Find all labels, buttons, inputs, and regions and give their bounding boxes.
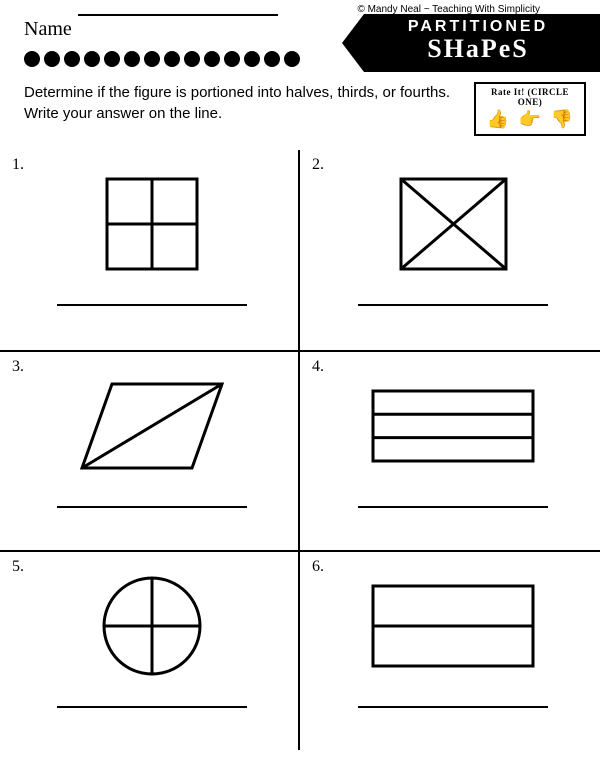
answer-line[interactable] [358, 706, 548, 708]
cell-number: 4. [312, 358, 324, 376]
answer-line[interactable] [57, 304, 247, 306]
shape-area [20, 566, 284, 686]
worksheet-cell: 5. [0, 552, 300, 750]
decorative-dot [244, 51, 260, 67]
decorative-dot [84, 51, 100, 67]
title-banner: PARTITIONED SHaPeS [342, 14, 600, 72]
cell-number: 1. [12, 156, 24, 174]
thumbs-up-icon[interactable]: 👍 [487, 109, 509, 130]
grid-row: 1. 2. [0, 150, 600, 350]
decorative-dot [204, 51, 220, 67]
name-input-line[interactable] [78, 14, 278, 16]
decorative-dot [64, 51, 80, 67]
cell-number: 6. [312, 558, 324, 576]
worksheet-cell: 4. [300, 352, 600, 550]
answer-line[interactable] [358, 506, 548, 508]
decorative-dot [284, 51, 300, 67]
worksheet-cell: 6. [300, 552, 600, 750]
answer-line[interactable] [57, 506, 247, 508]
square-x-shape [396, 174, 511, 274]
instruction-row: Determine if the figure is portioned int… [0, 72, 600, 136]
title-line2: SHaPeS [364, 36, 592, 62]
rate-icons: 👍 👉 👎 [482, 107, 578, 130]
instructions-text: Determine if the figure is portioned int… [24, 82, 464, 136]
copyright-text: © Mandy Neal ~ Teaching With Simplicity [357, 4, 540, 15]
thumbs-side-icon[interactable]: 👉 [519, 109, 541, 130]
answer-line[interactable] [358, 304, 548, 306]
grid-row: 3. 4. [0, 350, 600, 550]
square-fourths-shape [102, 174, 202, 274]
decorative-dot [264, 51, 280, 67]
decorative-dot [104, 51, 120, 67]
shape-area [320, 566, 586, 686]
answer-line[interactable] [57, 706, 247, 708]
rectangle-thirds-shape [368, 386, 538, 466]
cell-number: 3. [12, 358, 24, 376]
decorative-dot [124, 51, 140, 67]
cell-number: 5. [12, 558, 24, 576]
decorative-dot [224, 51, 240, 67]
name-label: Name [24, 18, 72, 41]
rectangle-halves-shape [368, 581, 538, 671]
decorative-dot [144, 51, 160, 67]
thumbs-down-icon[interactable]: 👎 [551, 109, 573, 130]
worksheet-grid: 1. 2. 3. 4. [0, 150, 600, 750]
circle-fourths-shape [97, 571, 207, 681]
worksheet-cell: 2. [300, 150, 600, 350]
parallelogram-halves-shape [77, 376, 227, 476]
shape-area [320, 366, 586, 486]
worksheet-cell: 3. [0, 352, 300, 550]
decorative-dot [164, 51, 180, 67]
shape-area [20, 366, 284, 486]
rate-title: Rate It! (CIRCLE ONE) [482, 87, 578, 107]
decorative-dot [24, 51, 40, 67]
worksheet-cell: 1. [0, 150, 300, 350]
shape-area [320, 164, 586, 284]
decorative-dot [44, 51, 60, 67]
rate-it-box: Rate It! (CIRCLE ONE) 👍 👉 👎 [474, 82, 586, 136]
grid-row: 5. 6. [0, 550, 600, 750]
shape-area [20, 164, 284, 284]
decorative-dot [184, 51, 200, 67]
cell-number: 2. [312, 156, 324, 174]
